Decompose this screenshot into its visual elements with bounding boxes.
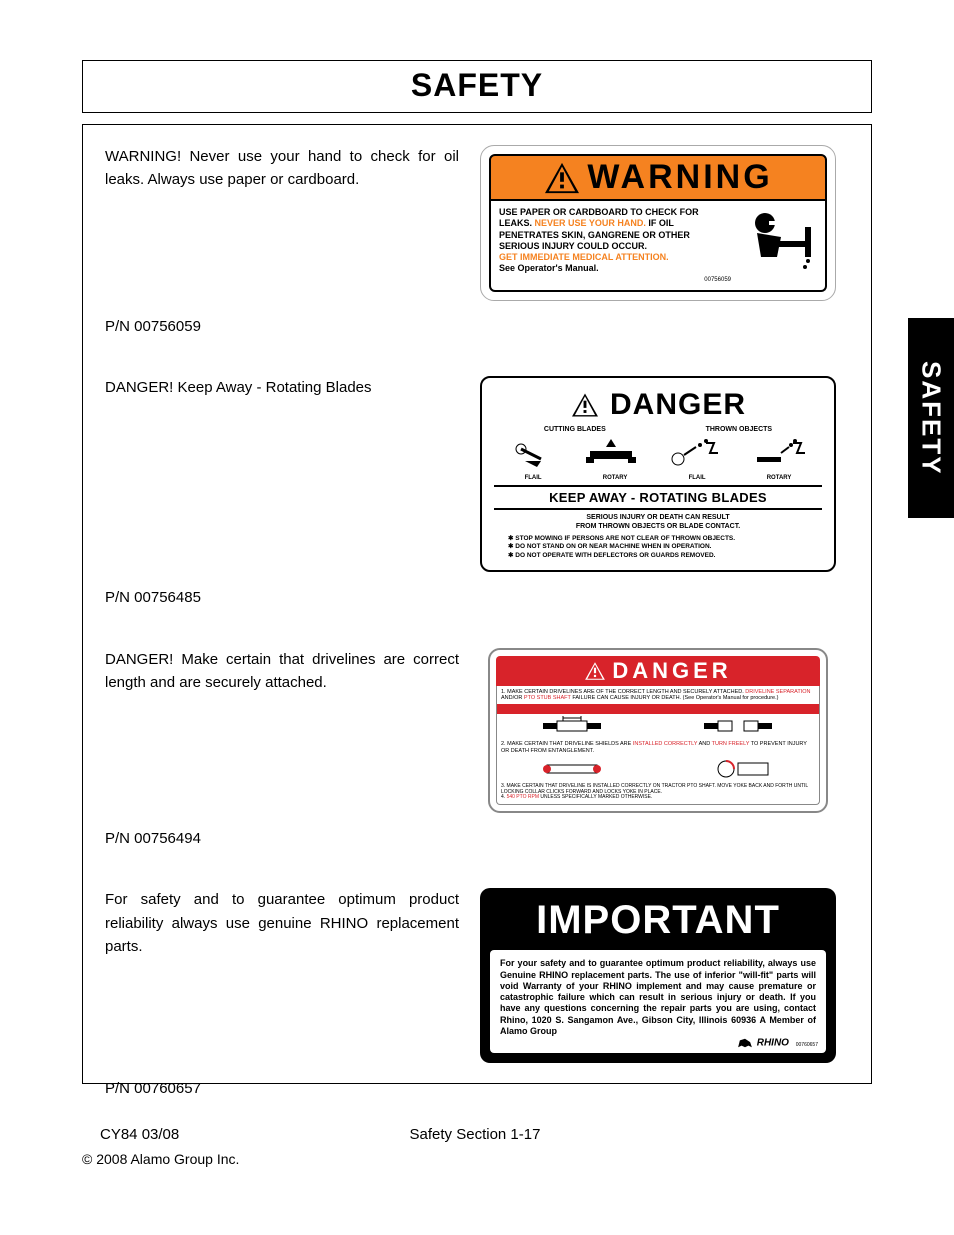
item-pn: P/N 00756485 [105,586,467,609]
item-row: DANGER! Make certain that drivelines are… [105,648,849,814]
item-desc: WARNING! Never use your hand to check fo… [105,145,459,192]
rotary-thrown-icon [755,439,805,469]
item-pn: P/N 00756059 [105,315,467,338]
alert-triangle-icon [543,161,581,195]
decal-warning: WARNING USE PAPER OR CARDBOARD TO CHECK … [480,145,836,301]
decal-head-text: IMPORTANT [490,896,826,950]
item-desc: For safety and to guarantee optimum prod… [105,888,459,958]
rotary-blade-icon [586,439,636,469]
decal-head-text: DANGER [612,658,731,684]
flail-thrown-icon [670,439,720,469]
item-desc: DANGER! Make certain that drivelines are… [105,648,459,695]
decal-sub-left: CUTTING BLADES [544,426,606,433]
decal-head-text: DANGER [610,388,746,422]
title-frame: SAFETY [82,60,872,113]
section-label: Safety Section 1-17 [100,1126,850,1143]
decal-body-text: USE PAPER OR CARDBOARD TO CHECK FOR LEAK… [499,207,731,284]
decal-head-text: WARNING [587,158,772,197]
driveline-sep-icon [704,716,774,736]
shield-icon [543,759,623,779]
entangle-icon [714,759,774,779]
leak-check-icon [737,207,817,282]
item-row: DANGER! Keep Away - Rotating Blades DANG… [105,376,849,572]
decal-body-text: For your safety and to guarantee optimum… [500,958,816,1036]
section-footer: CY84 03/08 Safety Section 1-17 [100,1126,850,1143]
copyright: © 2008 Alamo Group Inc. [82,1151,239,1167]
flail-blade-icon [511,439,551,469]
item-desc: DANGER! Keep Away - Rotating Blades [105,376,459,399]
driveline-icon [543,716,613,736]
item-row: WARNING! Never use your hand to check fo… [105,145,849,301]
item-pn: P/N 00760657 [105,1077,467,1100]
content-frame: WARNING! Never use your hand to check fo… [82,124,872,1084]
rhino-logo: RHINO 00760657 [736,1037,818,1050]
decal-sub-right: THROWN OBJECTS [706,426,773,433]
decal-danger-blades: DANGER CUTTING BLADES THROWN OBJECTS FLA… [480,376,836,572]
decal-danger-driveline: DANGER 1. MAKE CERTAIN DRIVELINES ARE OF… [488,648,828,814]
page-title: SAFETY [83,61,871,112]
alert-triangle-icon [570,392,600,418]
decal-bar: KEEP AWAY - ROTATING BLADES [494,485,822,510]
side-tab-label: SAFETY [916,361,947,476]
side-tab: SAFETY [908,318,954,518]
item-row: For safety and to guarantee optimum prod… [105,888,849,1063]
decal-important: IMPORTANT For your safety and to guarant… [480,888,836,1063]
alert-triangle-icon [584,661,606,681]
decal-icons-row [494,437,822,471]
item-pn: P/N 00756494 [105,827,467,850]
